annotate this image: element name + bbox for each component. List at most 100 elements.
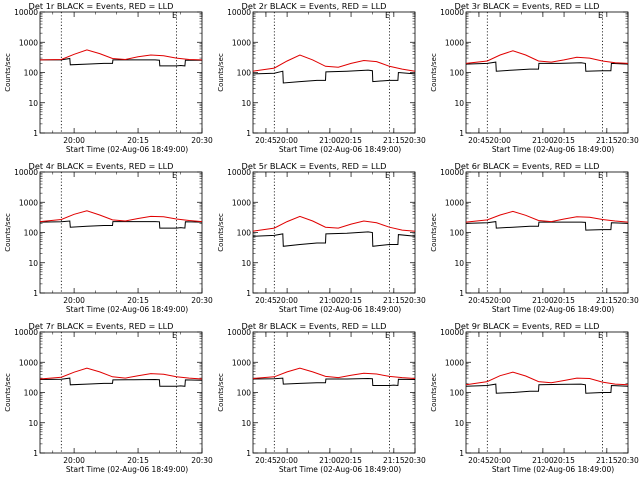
plot-frame	[39, 171, 203, 294]
detector-panel: Det 3r BLACK = Events, RED = LLD 1 10 100 10…	[430, 1, 639, 154]
x-tick-label: 20:45	[468, 136, 490, 145]
panel-title: Det 6r BLACK = Events, RED = LLD	[455, 161, 600, 171]
x-tick-label: 20:30	[617, 136, 639, 145]
x-tick-label: 20:30	[617, 456, 639, 465]
panel-title: Det 3r BLACK = Events, RED = LLD	[455, 1, 600, 11]
panel-title: Det 7r BLACK = Events, RED = LLD	[29, 321, 174, 331]
panel-title: Det 4r BLACK = Events, RED = LLD	[29, 161, 174, 171]
x-tick-label: 21:00	[319, 136, 341, 145]
y-tick-label: 1	[246, 129, 251, 138]
events-series-line	[40, 57, 202, 67]
x-axis-label: Start Time (02-Aug-06 18:49:00)	[66, 145, 188, 154]
x-tick-label: 20:15	[340, 136, 362, 145]
y-tick-label: 10	[28, 259, 38, 268]
y-tick-label: 100	[450, 229, 465, 238]
y-tick-label: 1	[33, 289, 38, 298]
detector-panel: Det 9r BLACK = Events, RED = LLD 1 10 100 10…	[430, 321, 639, 474]
detector-panel: Det 5r BLACK = Events, RED = LLD 1 10 100 10…	[217, 161, 618, 314]
x-tick-label: 20:30	[404, 136, 426, 145]
y-tick-label: 100	[237, 69, 252, 78]
panel-title: Det 2r BLACK = Events, RED = LLD	[242, 1, 387, 11]
events-series-line	[39, 220, 203, 229]
x-tick-label: 20:00	[489, 136, 511, 145]
x-tick-label: 20:00	[63, 296, 85, 305]
panel-title: Det 5r BLACK = Events, RED = LLD	[242, 161, 387, 171]
events-series-line	[252, 69, 416, 84]
y-tick-label: 1000	[445, 358, 464, 367]
y-axis-label: Counts/sec	[4, 213, 12, 252]
detector-panel: Det 4r BLACK = Events, RED = LLD 1 10 100 10…	[4, 161, 405, 314]
x-tick-label: 20:00	[63, 456, 85, 465]
y-tick-label: 10	[241, 99, 251, 108]
x-tick-label: 21:15	[383, 456, 405, 465]
x-axis-label: Start Time (02-Aug-06 18:49:00)	[66, 465, 188, 474]
y-tick-label: 100	[24, 229, 39, 238]
y-tick-label: 10000	[227, 168, 251, 177]
legend-mark: E	[172, 331, 177, 340]
y-tick-label: 1000	[232, 198, 251, 207]
legend-mark: E	[385, 11, 390, 20]
y-tick-label: 100	[24, 69, 39, 78]
x-tick-label: 20:00	[63, 136, 85, 145]
x-tick-label: 21:00	[319, 296, 341, 305]
panel-title: Det 8r BLACK = Events, RED = LLD	[242, 321, 387, 331]
y-tick-label: 10000	[440, 328, 464, 337]
lld-series-line	[39, 210, 203, 223]
y-axis-label: Counts/sec	[430, 373, 438, 412]
detector-panel: Det 6r BLACK = Events, RED = LLD 1 10 100 10…	[430, 161, 639, 314]
lld-series-line	[39, 367, 203, 380]
events-series-line	[39, 377, 203, 387]
lld-series-line	[465, 371, 629, 386]
x-axis-label: Start Time (02-Aug-06 18:49:00)	[492, 145, 614, 154]
y-tick-label: 100	[237, 389, 252, 398]
x-tick-label: 20:30	[617, 296, 639, 305]
y-axis-label: Counts/sec	[4, 53, 12, 92]
x-tick-label: 20:15	[340, 456, 362, 465]
y-tick-label: 100	[237, 229, 252, 238]
y-tick-label: 1000	[232, 358, 251, 367]
y-tick-label: 10000	[14, 328, 38, 337]
y-tick-label: 10	[28, 99, 38, 108]
y-tick-label: 1000	[19, 358, 38, 367]
y-tick-label: 10000	[227, 328, 251, 337]
y-tick-label: 1	[246, 449, 251, 458]
y-tick-label: 10000	[14, 8, 38, 17]
y-tick-label: 10	[28, 419, 38, 428]
plot-frame	[39, 11, 203, 134]
panel-title: Det 9r BLACK = Events, RED = LLD	[455, 321, 600, 331]
legend-mark: E	[385, 171, 390, 180]
y-tick-label: 100	[450, 69, 465, 78]
y-tick-label: 10	[241, 419, 251, 428]
legend-mark: E	[598, 171, 603, 180]
x-tick-label: 20:30	[191, 456, 213, 465]
y-axis-label: Counts/sec	[217, 373, 225, 412]
lld-series-line	[465, 50, 629, 64]
events-series-line	[465, 383, 629, 394]
x-tick-label: 21:15	[596, 456, 618, 465]
x-tick-label: 20:30	[404, 296, 426, 305]
x-axis-label: Start Time (02-Aug-06 18:49:00)	[279, 465, 401, 474]
x-tick-label: 20:45	[255, 456, 277, 465]
x-tick-label: 20:00	[489, 296, 511, 305]
legend-mark: E	[598, 331, 603, 340]
y-tick-label: 1	[459, 449, 464, 458]
x-tick-label: 20:00	[276, 296, 298, 305]
y-tick-label: 10	[241, 259, 251, 268]
lld-series-line	[252, 54, 416, 72]
x-tick-label: 21:15	[596, 136, 618, 145]
x-tick-label: 20:45	[468, 296, 490, 305]
x-tick-label: 20:15	[127, 456, 149, 465]
plot-frame	[39, 331, 203, 454]
x-tick-label: 20:15	[127, 136, 149, 145]
detector-panel: Det 7r BLACK = Events, RED = LLD 1 10 100 10…	[4, 321, 405, 474]
x-tick-label: 21:00	[532, 456, 554, 465]
y-tick-label: 100	[24, 389, 39, 398]
x-tick-label: 20:15	[553, 296, 575, 305]
plot-frame	[252, 171, 416, 294]
plot-frame	[465, 171, 629, 294]
x-tick-label: 20:30	[404, 456, 426, 465]
x-tick-label: 20:15	[553, 136, 575, 145]
x-tick-label: 20:45	[468, 456, 490, 465]
x-tick-label: 20:00	[489, 456, 511, 465]
